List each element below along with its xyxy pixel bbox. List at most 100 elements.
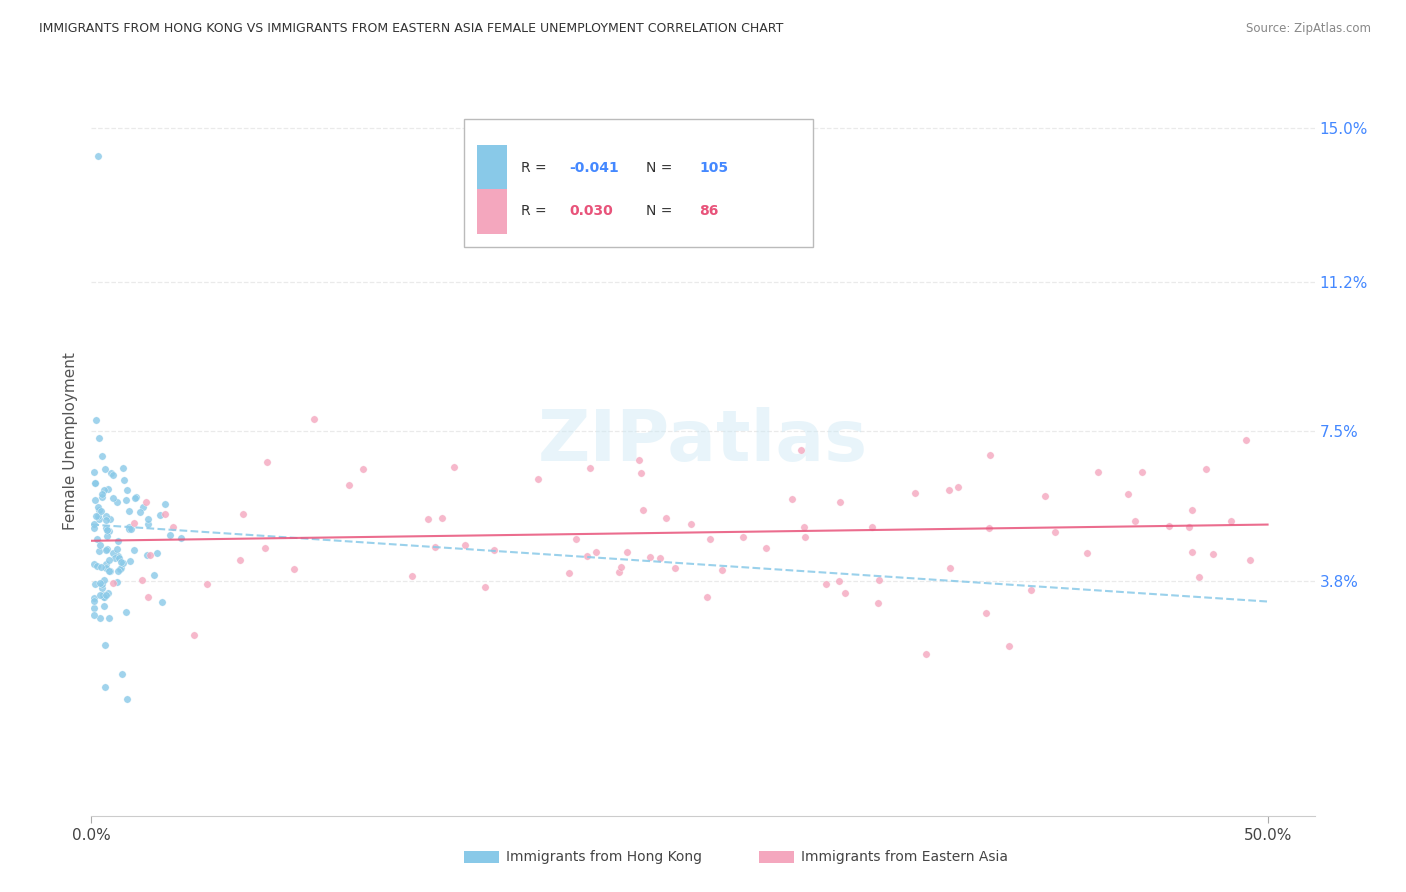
Point: [83, 594, 105, 608]
Point: [83, 601, 105, 615]
Point: [94, 508, 117, 523]
Bar: [477, 145, 508, 190]
Point: [609, 559, 631, 574]
Point: [115, 691, 138, 706]
Point: [143, 568, 166, 582]
Point: [579, 460, 602, 475]
Point: [558, 566, 581, 581]
Point: [86, 500, 108, 514]
Point: [107, 533, 129, 548]
Point: [939, 561, 962, 575]
Point: [828, 574, 851, 588]
Point: [814, 577, 837, 591]
Point: [104, 551, 127, 566]
Point: [83, 465, 105, 479]
Point: [118, 504, 141, 518]
Point: [135, 494, 157, 508]
Point: [98, 512, 121, 526]
Point: [1033, 489, 1056, 503]
Point: [153, 497, 176, 511]
Point: [89, 611, 111, 625]
Point: [105, 495, 128, 509]
Point: [527, 472, 550, 486]
Point: [283, 562, 305, 576]
Point: [89, 512, 111, 526]
Point: [337, 478, 360, 492]
Point: [904, 486, 927, 500]
Point: [790, 443, 813, 458]
Point: [866, 596, 889, 610]
Point: [699, 532, 721, 546]
Point: [115, 483, 138, 497]
Point: [136, 512, 159, 526]
Y-axis label: Female Unemployment: Female Unemployment: [62, 352, 77, 531]
Point: [115, 605, 138, 619]
Point: [1234, 433, 1257, 447]
Point: [302, 412, 325, 426]
Point: [101, 575, 124, 590]
Point: [1123, 515, 1146, 529]
Point: [93, 483, 115, 498]
Text: -0.041: -0.041: [569, 161, 620, 175]
Point: [91, 588, 114, 602]
Point: [416, 511, 439, 525]
Point: [401, 569, 423, 583]
Point: [90, 487, 112, 501]
Point: [94, 542, 117, 557]
Point: [97, 553, 120, 567]
Point: [122, 516, 145, 530]
Point: [83, 558, 105, 572]
Point: [830, 494, 852, 508]
Point: [731, 530, 754, 544]
Point: [86, 559, 108, 574]
Point: [868, 573, 890, 587]
Point: [1188, 570, 1211, 584]
Point: [129, 505, 152, 519]
Point: [195, 577, 218, 591]
Point: [1181, 503, 1204, 517]
Point: [998, 639, 1021, 653]
Point: [1116, 487, 1139, 501]
Point: [101, 468, 124, 483]
Point: [96, 523, 118, 537]
Point: [585, 545, 607, 559]
Point: [83, 607, 105, 622]
Point: [979, 448, 1001, 462]
Point: [96, 587, 118, 601]
Text: N =: N =: [645, 204, 672, 218]
Point: [96, 523, 118, 537]
Point: [638, 549, 661, 564]
Point: [110, 555, 132, 569]
Point: [90, 490, 112, 504]
Point: [118, 522, 141, 536]
Point: [138, 590, 160, 604]
Point: [120, 522, 142, 536]
Text: ZIPatlas: ZIPatlas: [538, 407, 868, 476]
Point: [83, 577, 105, 591]
Point: [755, 541, 778, 556]
Point: [87, 149, 110, 163]
Point: [112, 556, 135, 570]
Point: [112, 473, 135, 487]
Point: [159, 528, 181, 542]
Point: [1239, 553, 1261, 567]
Point: [97, 483, 120, 497]
Text: R =: R =: [520, 204, 551, 218]
Point: [93, 462, 115, 476]
Point: [84, 492, 107, 507]
Point: [650, 551, 672, 566]
Point: [131, 573, 153, 587]
Point: [938, 483, 960, 497]
Point: [655, 511, 678, 525]
Point: [107, 565, 129, 579]
Point: [97, 524, 120, 538]
Point: [87, 544, 110, 558]
Point: [94, 513, 117, 527]
Point: [118, 520, 141, 534]
Point: [474, 580, 496, 594]
Point: [627, 453, 650, 467]
Point: [111, 667, 134, 681]
Point: [89, 576, 111, 591]
Point: [124, 491, 146, 506]
Text: 0.030: 0.030: [569, 204, 613, 218]
